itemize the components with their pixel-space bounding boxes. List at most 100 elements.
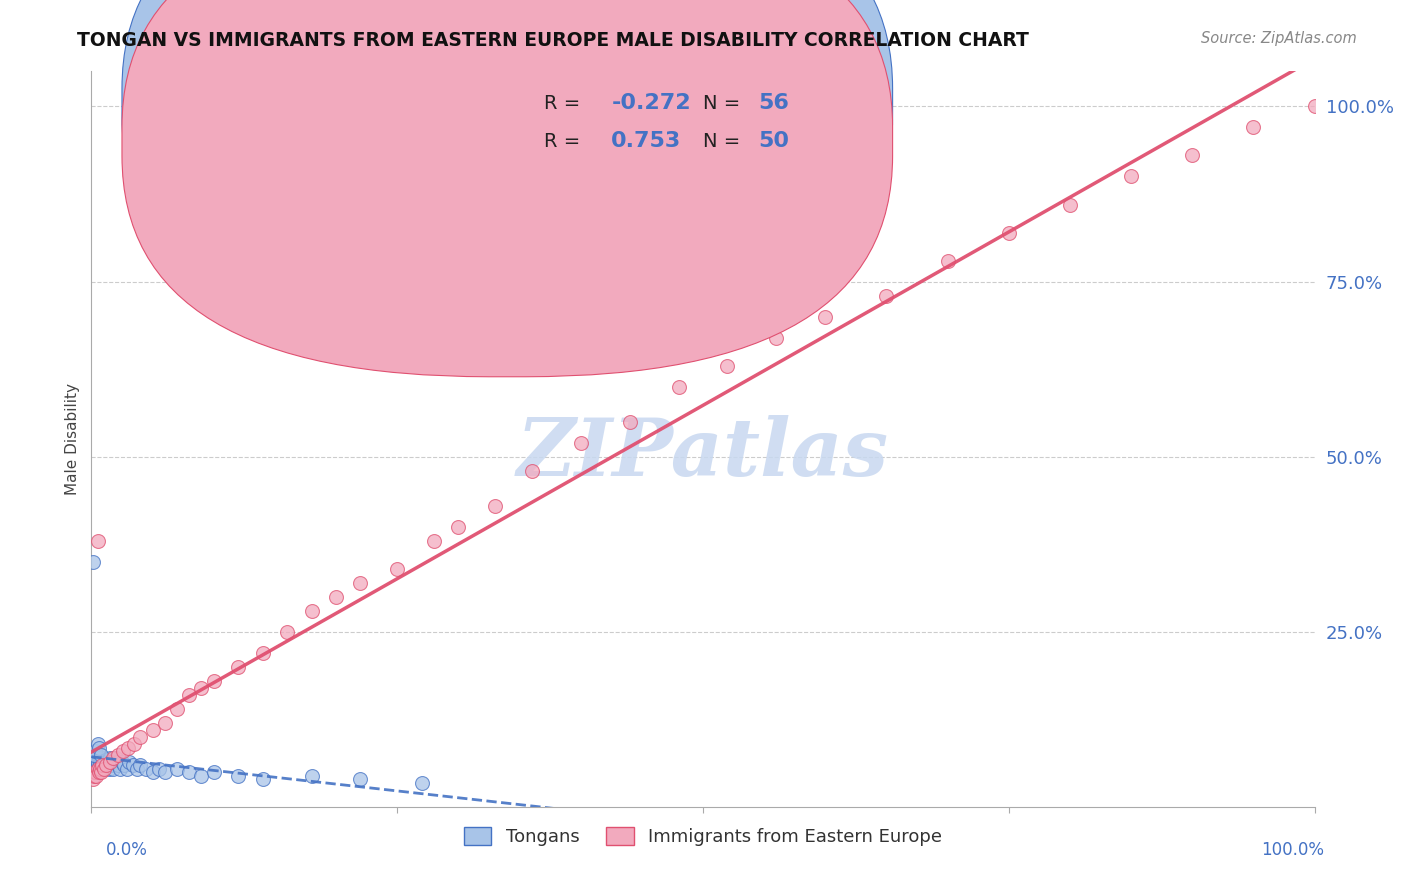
Point	[87, 762, 110, 776]
Point	[93, 762, 115, 776]
Point	[90, 747, 112, 762]
Point	[90, 751, 112, 765]
Point	[104, 751, 127, 765]
Point	[129, 758, 152, 772]
Point	[103, 762, 125, 776]
Point	[105, 755, 128, 769]
Text: R =: R =	[544, 94, 586, 112]
Text: -0.272: -0.272	[612, 93, 690, 113]
Point	[190, 681, 212, 695]
Text: N =: N =	[703, 94, 747, 112]
Point	[108, 762, 131, 776]
Point	[84, 765, 107, 780]
Text: 0.0%: 0.0%	[105, 840, 148, 858]
Point	[276, 625, 298, 640]
Point	[83, 769, 105, 783]
Point	[84, 762, 107, 776]
Point	[98, 751, 121, 765]
Point	[668, 380, 690, 394]
Point	[82, 772, 104, 787]
Point	[716, 359, 738, 373]
Point	[84, 769, 107, 783]
Point	[89, 762, 111, 776]
Point	[1181, 148, 1204, 162]
Point	[107, 747, 129, 762]
Point	[115, 762, 138, 776]
Point	[82, 555, 104, 569]
Point	[202, 765, 225, 780]
Point	[301, 604, 323, 618]
Point	[93, 751, 115, 765]
Point	[90, 762, 112, 776]
Point	[1059, 197, 1081, 211]
Point	[84, 744, 107, 758]
Point	[91, 758, 114, 772]
Point	[87, 751, 110, 765]
Point	[90, 765, 112, 780]
Point	[252, 646, 274, 660]
Point	[122, 737, 145, 751]
Point	[226, 769, 249, 783]
Point	[94, 755, 117, 769]
Point	[875, 288, 898, 302]
Point	[82, 762, 104, 776]
Point	[166, 702, 188, 716]
Point	[91, 755, 114, 769]
Point	[94, 758, 117, 772]
Point	[153, 765, 176, 780]
Text: Source: ZipAtlas.com: Source: ZipAtlas.com	[1201, 31, 1357, 46]
Legend: Tongans, Immigrants from Eastern Europe: Tongans, Immigrants from Eastern Europe	[457, 820, 949, 854]
Text: TONGAN VS IMMIGRANTS FROM EASTERN EUROPE MALE DISABILITY CORRELATION CHART: TONGAN VS IMMIGRANTS FROM EASTERN EUROPE…	[77, 31, 1029, 50]
Point	[520, 464, 543, 478]
Point	[1303, 99, 1326, 113]
Point	[111, 755, 134, 769]
Point	[814, 310, 837, 324]
Point	[301, 769, 323, 783]
Point	[179, 688, 201, 702]
Point	[765, 331, 787, 345]
Point	[107, 758, 129, 772]
Point	[166, 762, 188, 776]
Point	[112, 758, 135, 772]
Point	[86, 533, 108, 548]
FancyBboxPatch shape	[122, 0, 893, 376]
Point	[936, 253, 959, 268]
Point	[179, 765, 201, 780]
Text: R =: R =	[544, 132, 586, 151]
Point	[93, 762, 115, 776]
Point	[1243, 120, 1265, 135]
Point	[423, 533, 446, 548]
Point	[349, 576, 371, 591]
Point	[118, 755, 141, 769]
Point	[226, 660, 249, 674]
Point	[94, 758, 117, 772]
Point	[103, 751, 125, 765]
Point	[86, 758, 108, 772]
Point	[89, 758, 111, 772]
Point	[129, 730, 152, 744]
Point	[148, 762, 170, 776]
Text: 100.0%: 100.0%	[1261, 840, 1324, 858]
Point	[135, 762, 157, 776]
Point	[411, 776, 433, 790]
Point	[1121, 169, 1143, 184]
Point	[153, 716, 176, 731]
Point	[122, 758, 145, 772]
Point	[112, 744, 135, 758]
Point	[190, 769, 212, 783]
Point	[91, 758, 114, 772]
Point	[86, 737, 108, 751]
Point	[447, 520, 470, 534]
Point	[87, 765, 110, 780]
Point	[141, 723, 163, 738]
Point	[83, 747, 105, 762]
Point	[83, 758, 105, 772]
Point	[141, 765, 163, 780]
Point	[619, 415, 641, 429]
Y-axis label: Male Disability: Male Disability	[65, 384, 80, 495]
Text: N =: N =	[703, 132, 747, 151]
Point	[101, 755, 124, 769]
Point	[349, 772, 371, 787]
Point	[998, 226, 1021, 240]
Point	[89, 755, 111, 769]
